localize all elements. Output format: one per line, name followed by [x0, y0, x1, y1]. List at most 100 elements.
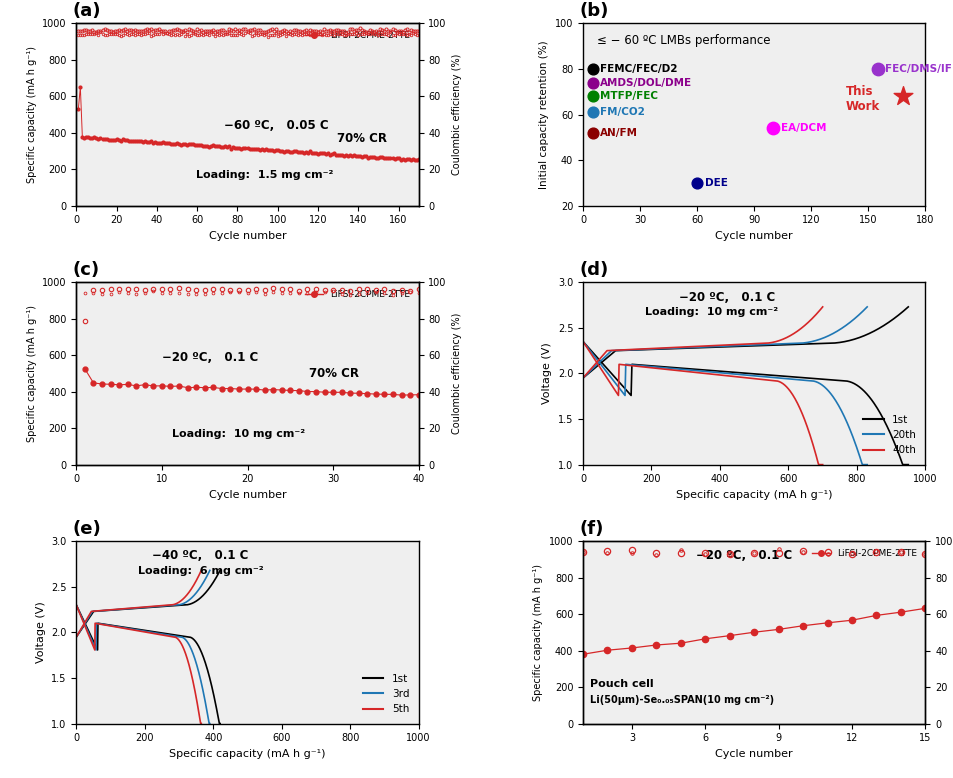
LiFSI-2CPME-2TTE	[156, 381, 168, 391]
LiFSI-2CPME-2TTE	[284, 386, 295, 395]
X-axis label: Cycle number: Cycle number	[209, 231, 286, 241]
Point	[869, 63, 884, 75]
LiFSI-2CPME-2TTE	[122, 380, 133, 389]
LiFSI-2CPME-2TTE	[233, 384, 244, 394]
LiFSI-2CPME-2TTE	[79, 364, 91, 373]
Point	[584, 63, 599, 75]
Text: (c): (c)	[72, 261, 100, 279]
Y-axis label: Voltage (V): Voltage (V)	[35, 601, 46, 663]
Text: This
Work: This Work	[844, 85, 879, 113]
LiFSI-2CPME-2TTE	[723, 631, 735, 640]
Point	[689, 177, 704, 189]
Legend: 1st, 3rd, 5th: 1st, 3rd, 5th	[358, 670, 413, 718]
LiFSI-2CPME-2TTE	[378, 390, 390, 399]
LiFSI-2CPME-2TTE	[239, 143, 251, 152]
Text: Loading:  10 mg cm⁻²: Loading: 10 mg cm⁻²	[644, 307, 777, 317]
Y-axis label: Coulombic efficiency (%): Coulombic efficiency (%)	[452, 313, 462, 434]
LiFSI-2CPME-2TTE	[199, 383, 211, 392]
Legend: 1st, 20th, 40th: 1st, 20th, 40th	[858, 411, 920, 459]
Line: LiFSI-2CPME-2TTE: LiFSI-2CPME-2TTE	[579, 605, 927, 657]
LiFSI-2CPME-2TTE	[327, 387, 338, 397]
LiFSI-2CPME-2TTE	[165, 382, 176, 391]
Text: −20 ºC,   0.1 C: −20 ºC, 0.1 C	[679, 290, 775, 303]
Point	[584, 127, 599, 139]
LiFSI-2CPME-2TTE	[173, 381, 185, 391]
Text: Li(50μm)-Se₀.₀₅SPAN(10 mg cm⁻²): Li(50μm)-Se₀.₀₅SPAN(10 mg cm⁻²)	[589, 696, 773, 706]
X-axis label: Cycle number: Cycle number	[715, 748, 792, 759]
Text: DEE: DEE	[704, 178, 727, 188]
Point	[584, 106, 599, 118]
LiFSI-2CPME-2TTE	[821, 619, 832, 628]
Text: MTFP/FEC: MTFP/FEC	[599, 91, 658, 101]
LiFSI-2CPME-2TTE	[404, 391, 416, 400]
Legend: LiFSI-2CPME-2TTE: LiFSI-2CPME-2TTE	[301, 287, 414, 303]
Text: FEMC/FEC/D2: FEMC/FEC/D2	[599, 64, 677, 74]
LiFSI-2CPME-2TTE	[148, 381, 159, 391]
LiFSI-2CPME-2TTE	[105, 380, 116, 389]
LiFSI-2CPME-2TTE	[335, 387, 347, 397]
LiFSI-2CPME-2TTE	[88, 378, 99, 387]
LiFSI-2CPME-2TTE	[224, 384, 235, 393]
Text: −40 ºC,   0.1 C: −40 ºC, 0.1 C	[152, 549, 248, 562]
Text: Loading:  1.5 mg cm⁻²: Loading: 1.5 mg cm⁻²	[196, 170, 334, 180]
Point	[584, 76, 599, 89]
LiFSI-2CPME-2TTE	[395, 391, 407, 400]
LiFSI-2CPME-2TTE	[601, 646, 613, 655]
Y-axis label: Specific capacity (mA h g⁻¹): Specific capacity (mA h g⁻¹)	[533, 564, 542, 701]
LiFSI-2CPME-2TTE	[74, 82, 86, 92]
LiFSI-2CPME-2TTE	[310, 387, 321, 396]
LiFSI-2CPME-2TTE	[267, 385, 278, 394]
LiFSI-2CPME-2TTE	[370, 390, 381, 399]
Y-axis label: Initial capacity retention (%): Initial capacity retention (%)	[538, 40, 549, 189]
LiFSI-2CPME-2TTE	[577, 650, 588, 659]
Text: FM/CO2: FM/CO2	[599, 107, 644, 117]
LiFSI-2CPME-2TTE	[275, 385, 287, 394]
Text: (f): (f)	[579, 520, 603, 538]
LiFSI-2CPME-2TTE	[301, 387, 313, 396]
LiFSI-2CPME-2TTE	[353, 389, 364, 398]
LiFSI-2CPME-2TTE	[894, 608, 905, 617]
LiFSI-2CPME-2TTE	[241, 384, 253, 394]
LiFSI-2CPME-2TTE	[191, 383, 202, 392]
LiFSI-2CPME-2TTE	[413, 390, 424, 399]
LiFSI-2CPME-2TTE	[845, 615, 857, 625]
Text: AN/FM: AN/FM	[599, 128, 638, 138]
LiFSI-2CPME-2TTE	[650, 640, 661, 650]
LiFSI-2CPME-2TTE	[131, 381, 142, 391]
LiFSI-2CPME-2TTE	[182, 383, 193, 392]
LiFSI-2CPME-2TTE	[216, 384, 228, 393]
LiFSI-2CPME-2TTE	[797, 621, 808, 630]
Text: Loading:  10 mg cm⁻²: Loading: 10 mg cm⁻²	[172, 429, 305, 440]
LiFSI-2CPME-2TTE	[772, 625, 783, 634]
LiFSI-2CPME-2TTE	[237, 144, 249, 153]
Point	[584, 90, 599, 103]
LiFSI-2CPME-2TTE	[250, 384, 261, 394]
LiFSI-2CPME-2TTE	[675, 639, 686, 648]
Y-axis label: Voltage (V): Voltage (V)	[541, 342, 552, 405]
LiFSI-2CPME-2TTE	[208, 383, 219, 392]
LiFSI-2CPME-2TTE	[96, 380, 108, 389]
Text: −60 ºC,   0.05 C: −60 ºC, 0.05 C	[223, 119, 328, 132]
LiFSI-2CPME-2TTE	[293, 386, 304, 395]
X-axis label: Cycle number: Cycle number	[209, 490, 286, 500]
Text: −20 ºC,   0.1 C: −20 ºC, 0.1 C	[162, 351, 258, 363]
Line: LiFSI-2CPME-2TTE: LiFSI-2CPME-2TTE	[82, 366, 420, 398]
LiFSI-2CPME-2TTE	[625, 643, 637, 653]
Text: 70% CR: 70% CR	[336, 131, 386, 145]
X-axis label: Specific capacity (mA h g⁻¹): Specific capacity (mA h g⁻¹)	[676, 490, 832, 500]
LiFSI-2CPME-2TTE	[748, 628, 760, 637]
Text: FEC/DMS/IF: FEC/DMS/IF	[884, 64, 951, 74]
LiFSI-2CPME-2TTE	[123, 137, 134, 146]
Text: 70% CR: 70% CR	[309, 367, 358, 380]
LiFSI-2CPME-2TTE	[113, 380, 125, 390]
LiFSI-2CPME-2TTE	[387, 390, 398, 399]
Text: (b): (b)	[579, 2, 608, 19]
Y-axis label: Specific capacity (mA h g⁻¹): Specific capacity (mA h g⁻¹)	[27, 305, 36, 442]
LiFSI-2CPME-2TTE	[404, 156, 416, 165]
Legend: LiFSI-2CPME-2TTE: LiFSI-2CPME-2TTE	[301, 28, 414, 44]
LiFSI-2CPME-2TTE	[378, 153, 390, 163]
Y-axis label: Coulombic efficiency (%): Coulombic efficiency (%)	[452, 54, 462, 175]
Text: (a): (a)	[72, 2, 101, 19]
LiFSI-2CPME-2TTE	[870, 611, 882, 620]
LiFSI-2CPME-2TTE	[201, 142, 213, 151]
